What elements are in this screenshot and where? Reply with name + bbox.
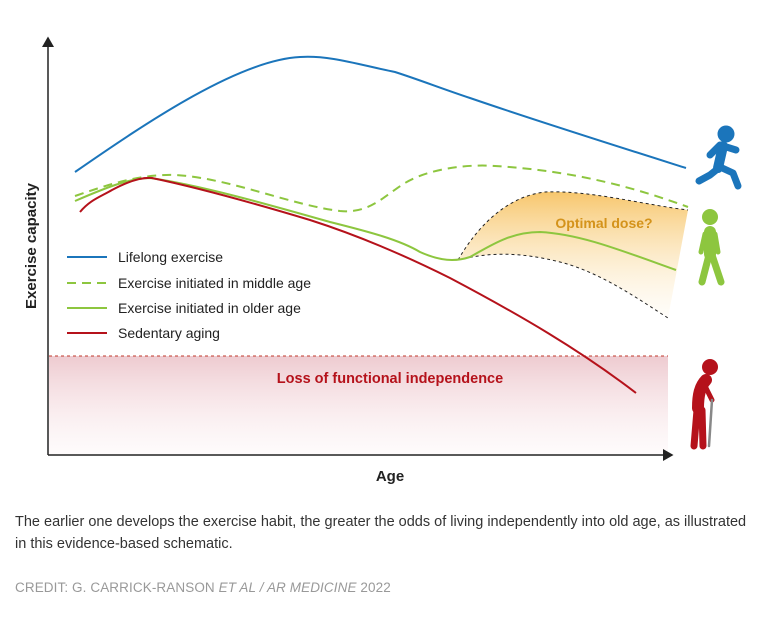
legend-label-sedentary: Sedentary aging [118, 325, 220, 341]
optimal-dose-label: Optimal dose? [555, 215, 652, 231]
optimal-dose-lower-bound [457, 253, 669, 319]
credit-italic: ET AL / AR MEDICINE [218, 580, 357, 595]
legend-label-middle-age: Exercise initiated in middle age [118, 275, 311, 291]
walking-person-icon [698, 209, 725, 286]
legend-label-older-age: Exercise initiated in older age [118, 300, 301, 316]
figure-caption: The earlier one develops the exercise ha… [15, 514, 747, 552]
series-lifelong-exercise [74, 55, 687, 173]
figure-credit: CREDIT: G. CARRICK-RANSON ET AL / AR MED… [15, 580, 391, 595]
optimal-dose-band [458, 191, 688, 318]
chart: Lifelong exercise Exercise initiated in … [23, 36, 742, 485]
credit-suffix: 2022 [356, 580, 391, 595]
x-axis-label: Age [376, 468, 404, 485]
optimal-dose-upper-bound [457, 191, 689, 261]
y-axis-label: Exercise capacity [23, 182, 40, 309]
credit-prefix: CREDIT: G. CARRICK-RANSON [15, 580, 219, 595]
threshold-label: Loss of functional independence [277, 371, 503, 387]
series-middle-age [74, 164, 689, 213]
legend: Lifelong exercise Exercise initiated in … [67, 249, 311, 341]
series-sedentary-aging [79, 176, 637, 394]
elderly-person-with-cane-icon [690, 359, 718, 450]
running-person-icon [695, 125, 742, 190]
legend-label-lifelong: Lifelong exercise [118, 249, 223, 265]
independence-loss-zone [49, 356, 668, 454]
